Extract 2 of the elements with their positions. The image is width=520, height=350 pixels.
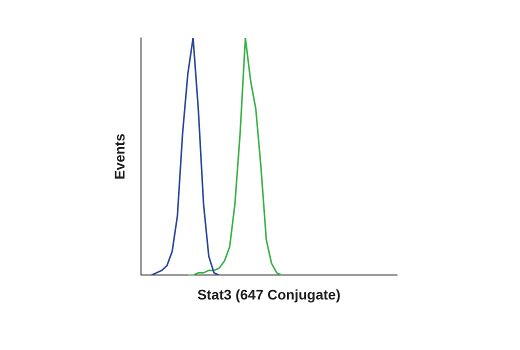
y-axis-title: Events — [111, 133, 128, 180]
x-axis-title: Stat3 (647 Conjugate) — [197, 286, 340, 302]
